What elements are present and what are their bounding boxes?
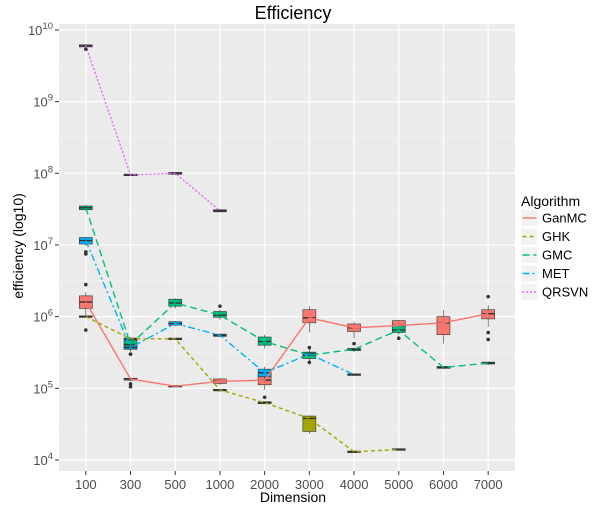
legend-item-GHK: GHK: [520, 227, 571, 246]
y-tick-exponent: 7: [48, 236, 53, 247]
y-tick-exponent: 4: [48, 451, 53, 462]
outlier-point: [218, 304, 222, 308]
x-tick-label: 100: [75, 477, 97, 492]
y-tick-label: 107: [33, 236, 53, 253]
boxplot-GanMC-3000: [302, 306, 317, 333]
outlier-point: [486, 337, 490, 342]
outlier-point: [84, 282, 88, 287]
outlier-point: [128, 352, 133, 356]
outlier-point: [128, 382, 133, 386]
outlier-point: [307, 345, 312, 350]
outlier-point: [486, 294, 490, 299]
series-line-GanMC: [85, 301, 489, 387]
y-tick-exponent: 9: [48, 93, 53, 104]
legend-label: QRSVN: [542, 285, 588, 300]
boxplot-box: [302, 309, 317, 324]
outlier-point: [84, 252, 88, 256]
outlier-point: [307, 360, 312, 365]
boxplot-MET-4000: [347, 373, 361, 376]
x-tick-label: 1000: [205, 477, 234, 492]
outlier-point: [128, 384, 133, 389]
series-line-MET: [85, 240, 355, 376]
y-tick-exponent: 6: [48, 308, 53, 319]
legend: Algorithm GanMC GHK GMC MET QRSVN: [520, 193, 588, 301]
y-tick-label: 106: [33, 308, 53, 325]
outlier-point: [84, 328, 88, 332]
y-tick-base: 10: [33, 310, 47, 325]
legend-label: MET: [542, 266, 570, 281]
y-tick-exponent: 5: [48, 379, 53, 390]
x-tick-label: 300: [120, 477, 142, 492]
y-tick-label: 108: [33, 164, 53, 181]
x-tick-label: 2000: [250, 477, 279, 492]
x-axis-title: Dimension: [260, 489, 326, 505]
y-tick-label: 1010: [28, 21, 53, 38]
outlier-point: [352, 341, 356, 346]
outlier-points: [84, 47, 490, 400]
boxplot-box: [213, 311, 227, 318]
y-tick-base: 10: [33, 166, 47, 181]
y-tick-base: 10: [33, 238, 47, 253]
legend-label: GHK: [542, 229, 571, 244]
y-tick-base: 10: [33, 453, 47, 468]
y-tick-exponent: 10: [42, 21, 53, 32]
boxplot-box: [391, 325, 406, 333]
series-line-GHK: [85, 316, 399, 453]
boxplot-GHK-3000: [302, 415, 317, 435]
legend-item-GMC: GMC: [520, 246, 572, 264]
legend-keys: GanMC GHK GMC MET QRSVN: [520, 209, 588, 301]
legend-item-QRSVN: QRSVN: [520, 283, 588, 301]
legend-item-MET: MET: [520, 264, 570, 283]
boxplot-GMC-1000: [213, 309, 227, 320]
legend-label: GanMC: [542, 211, 587, 226]
outlier-point: [84, 47, 88, 51]
x-tick-label: 3000: [295, 477, 324, 492]
y-tick-base: 10: [33, 95, 47, 110]
y-tick-base: 10: [28, 23, 42, 38]
outlier-point: [262, 395, 267, 400]
y-axis-title: efficiency (log10): [10, 193, 26, 299]
boxplot-box: [436, 316, 451, 335]
y-tick-base: 10: [33, 381, 47, 396]
outlier-point: [396, 336, 401, 341]
plot-panel: [59, 24, 515, 471]
x-tick-label: 7000: [474, 477, 503, 492]
x-axis: 100 300 500 1000 2000 3000 4000 5000 6000 7000: [75, 471, 503, 492]
legend-key: [520, 283, 539, 301]
legend-label: GMC: [542, 248, 572, 263]
chart-title: Efficiency: [255, 3, 332, 23]
boxplot-GanMC-6000: [436, 309, 451, 344]
series-line-QRSVN: [85, 45, 221, 212]
boxplot-QRSVN-1000: [213, 209, 227, 213]
boxplot-GHK-2000: [257, 401, 272, 405]
y-tick-label: 104: [33, 451, 53, 468]
boxplot-box: [302, 415, 317, 432]
y-tick-label: 109: [33, 93, 53, 110]
gridlines: [59, 24, 515, 471]
x-tick-label: 6000: [429, 477, 458, 492]
x-tick-label: 5000: [384, 477, 413, 492]
y-tick-exponent: 8: [48, 164, 53, 175]
y-tick-label: 105: [33, 379, 53, 396]
outlier-point: [486, 330, 490, 335]
legend-item-GanMC: GanMC: [520, 209, 587, 227]
median-lines: [85, 45, 489, 453]
x-tick-label: 4000: [340, 477, 369, 492]
legend-title: Algorithm: [521, 193, 580, 209]
x-tick-label: 500: [164, 477, 186, 492]
